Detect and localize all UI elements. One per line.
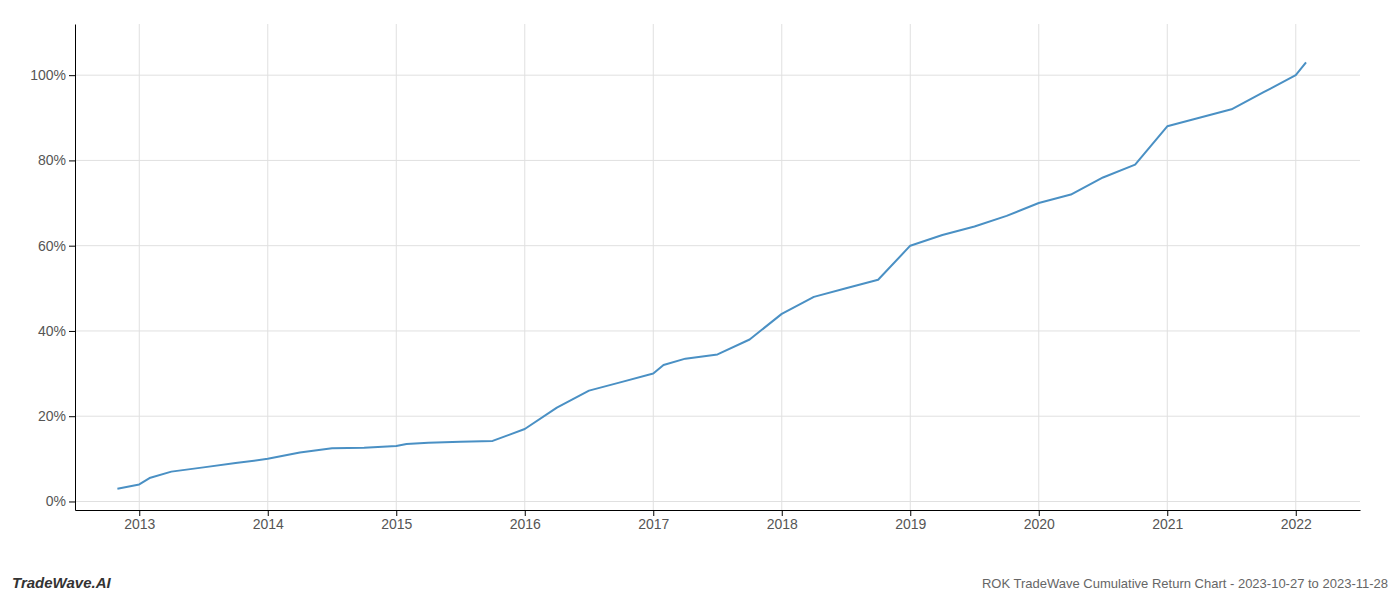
y-tick-label: 60%	[38, 238, 66, 254]
watermark: TradeWave.AI	[12, 574, 111, 591]
x-tick: 2016	[510, 510, 541, 532]
x-tick: 2013	[124, 510, 155, 532]
y-tick-mark	[69, 160, 75, 161]
y-tick-mark	[69, 416, 75, 417]
x-tick-label: 2019	[895, 516, 926, 532]
grid-line-x	[1038, 24, 1039, 510]
y-tick-label: 20%	[38, 408, 66, 424]
y-tick: 40%	[38, 323, 75, 339]
y-tick-label: 40%	[38, 323, 66, 339]
grid-line-y	[75, 330, 1360, 331]
x-tick: 2014	[253, 510, 284, 532]
grid	[75, 24, 1360, 510]
x-tick-label: 2022	[1281, 516, 1312, 532]
y-tick-mark	[69, 331, 75, 332]
chart: 2013 2014 2015 2016 2017 2018 2019 2020 2021 2022…	[0, 0, 1400, 600]
x-tick: 2020	[1024, 510, 1055, 532]
y-tick: 0%	[46, 493, 75, 509]
y-tick: 80%	[38, 152, 75, 168]
x-tick: 2019	[895, 510, 926, 532]
y-tick-mark	[69, 75, 75, 76]
y-axis-line	[75, 25, 76, 511]
grid-line-y	[75, 416, 1360, 417]
x-tick-label: 2016	[510, 516, 541, 532]
x-tick: 2021	[1152, 510, 1183, 532]
x-tick-label: 2014	[253, 516, 284, 532]
grid-line-x	[781, 24, 782, 510]
x-axis: 2013 2014 2015 2016 2017 2018 2019 2020 2021 2022	[76, 510, 1361, 532]
x-tick: 2017	[638, 510, 669, 532]
grid-line-y	[75, 245, 1360, 246]
x-tick: 2022	[1281, 510, 1312, 532]
grid-line-x	[524, 24, 525, 510]
x-tick-label: 2021	[1152, 516, 1183, 532]
grid-line-x	[1295, 24, 1296, 510]
x-tick-label: 2017	[638, 516, 669, 532]
grid-line-x	[267, 24, 268, 510]
y-tick-mark	[69, 501, 75, 502]
x-tick-label: 2015	[381, 516, 412, 532]
grid-line-x	[653, 24, 654, 510]
grid-line-x	[910, 24, 911, 510]
y-tick-label: 80%	[38, 152, 66, 168]
y-tick: 60%	[38, 238, 75, 254]
grid-line-x	[139, 24, 140, 510]
y-tick: 100%	[30, 67, 75, 83]
grid-line-y	[75, 160, 1360, 161]
y-tick-mark	[69, 246, 75, 247]
x-tick-label: 2013	[124, 516, 155, 532]
grid-line-y	[75, 501, 1360, 502]
line	[117, 62, 1306, 488]
grid-line-y	[75, 75, 1360, 76]
x-tick: 2018	[767, 510, 798, 532]
y-tick: 20%	[38, 408, 75, 424]
grid-line-x	[396, 24, 397, 510]
title: ROK TradeWave Cumulative Return Chart - …	[982, 576, 1388, 591]
y-tick-label: 0%	[46, 493, 66, 509]
x-tick-label: 2018	[767, 516, 798, 532]
x-tick-label: 2020	[1024, 516, 1055, 532]
grid-line-x	[1167, 24, 1168, 510]
y-axis: 0% 20% 40% 60% 80% 100%	[30, 25, 75, 511]
x-tick: 2015	[381, 510, 412, 532]
y-tick-label: 100%	[30, 67, 66, 83]
plot-area	[117, 62, 1306, 488]
